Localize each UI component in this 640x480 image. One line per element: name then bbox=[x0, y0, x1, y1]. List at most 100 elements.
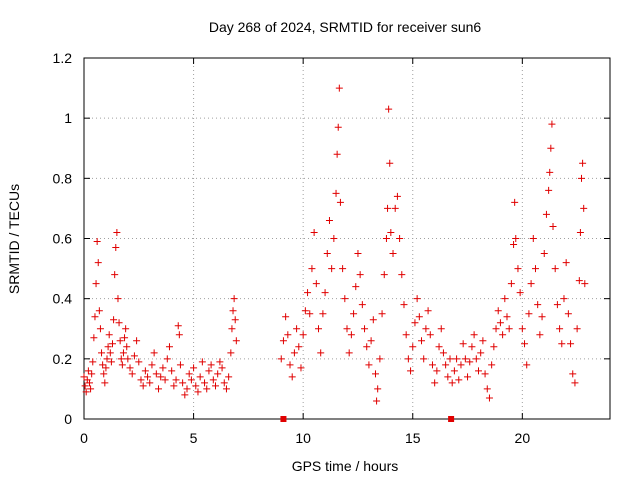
data-point bbox=[505, 325, 513, 333]
data-point bbox=[428, 361, 436, 369]
data-point bbox=[475, 367, 482, 375]
data-point bbox=[457, 361, 465, 369]
data-point bbox=[229, 307, 237, 315]
data-point bbox=[123, 343, 131, 351]
data-point bbox=[105, 331, 113, 339]
data-point bbox=[117, 355, 125, 363]
data-point bbox=[225, 373, 233, 381]
y-tick-label: 0.4 bbox=[53, 291, 73, 307]
data-point bbox=[448, 379, 456, 387]
data-point bbox=[558, 340, 566, 348]
data-point bbox=[187, 376, 195, 384]
data-point bbox=[562, 259, 570, 267]
data-point bbox=[527, 280, 535, 288]
data-point bbox=[144, 373, 152, 381]
data-point bbox=[567, 340, 575, 348]
data-point bbox=[376, 355, 384, 363]
data-point bbox=[488, 361, 496, 369]
data-point bbox=[466, 358, 474, 366]
data-point bbox=[420, 355, 428, 363]
data-point bbox=[119, 349, 127, 357]
data-point bbox=[163, 355, 171, 363]
data-point bbox=[179, 379, 187, 387]
data-point bbox=[518, 325, 526, 333]
x-tick-label: 20 bbox=[515, 430, 531, 446]
data-point bbox=[209, 376, 217, 384]
data-point bbox=[91, 313, 99, 321]
data-point bbox=[514, 265, 522, 273]
data-point bbox=[450, 367, 458, 375]
data-point bbox=[205, 367, 213, 375]
data-point bbox=[576, 228, 584, 236]
data-point bbox=[472, 355, 480, 363]
data-point bbox=[542, 210, 550, 218]
data-point bbox=[161, 376, 169, 384]
data-point bbox=[93, 238, 101, 246]
x-tick-label: 10 bbox=[295, 430, 311, 446]
data-point bbox=[121, 334, 129, 342]
data-point bbox=[297, 364, 305, 372]
data-point bbox=[321, 289, 329, 297]
data-point bbox=[84, 367, 92, 375]
data-point bbox=[461, 355, 469, 363]
data-point bbox=[214, 370, 222, 378]
data-point bbox=[510, 241, 518, 249]
data-point bbox=[96, 325, 104, 333]
data-point bbox=[88, 370, 96, 378]
y-tick-label: 0 bbox=[64, 411, 72, 427]
data-point bbox=[203, 385, 211, 393]
data-point bbox=[317, 349, 325, 357]
data-point bbox=[150, 349, 158, 357]
y-tick-label: 1 bbox=[64, 110, 72, 126]
data-point bbox=[128, 370, 136, 378]
gap-marker bbox=[448, 416, 455, 422]
data-point bbox=[371, 370, 379, 378]
data-point bbox=[424, 307, 432, 315]
data-point bbox=[575, 277, 583, 285]
data-point bbox=[538, 313, 546, 321]
data-point bbox=[299, 331, 307, 339]
data-point bbox=[422, 325, 430, 333]
data-point bbox=[334, 123, 342, 131]
data-point bbox=[536, 331, 544, 339]
data-point bbox=[442, 361, 450, 369]
data-point bbox=[369, 316, 377, 324]
y-tick-label: 0.2 bbox=[53, 351, 73, 367]
data-point bbox=[579, 159, 587, 167]
data-point bbox=[196, 373, 204, 381]
data-point bbox=[102, 364, 110, 372]
data-point bbox=[304, 289, 312, 297]
data-point bbox=[464, 373, 472, 381]
data-point bbox=[319, 310, 327, 318]
data-point bbox=[367, 337, 375, 345]
data-point bbox=[325, 216, 333, 224]
gap-marker bbox=[280, 416, 287, 422]
data-point bbox=[82, 388, 90, 396]
data-point bbox=[499, 331, 507, 339]
data-point bbox=[546, 168, 554, 176]
data-point bbox=[90, 334, 98, 342]
data-point bbox=[503, 313, 511, 321]
data-point bbox=[201, 379, 209, 387]
data-point bbox=[183, 385, 191, 393]
data-point bbox=[218, 364, 226, 372]
axis-ticks: 0 0.2 0.4 0.6 0.8 1 1.2 0 5 10 15 20 bbox=[53, 50, 610, 446]
data-point bbox=[485, 394, 493, 402]
data-point bbox=[534, 301, 542, 309]
data-point bbox=[137, 376, 145, 384]
data-point bbox=[176, 361, 184, 369]
data-point bbox=[81, 382, 89, 390]
data-points bbox=[80, 84, 589, 405]
data-point bbox=[569, 370, 577, 378]
data-point bbox=[89, 358, 97, 366]
data-point bbox=[384, 204, 392, 212]
data-point bbox=[347, 331, 355, 339]
data-point bbox=[468, 343, 476, 351]
data-point bbox=[148, 361, 156, 369]
data-point bbox=[553, 301, 561, 309]
data-point bbox=[352, 283, 360, 291]
data-point bbox=[400, 301, 408, 309]
data-point bbox=[481, 370, 489, 378]
data-point bbox=[103, 355, 111, 363]
